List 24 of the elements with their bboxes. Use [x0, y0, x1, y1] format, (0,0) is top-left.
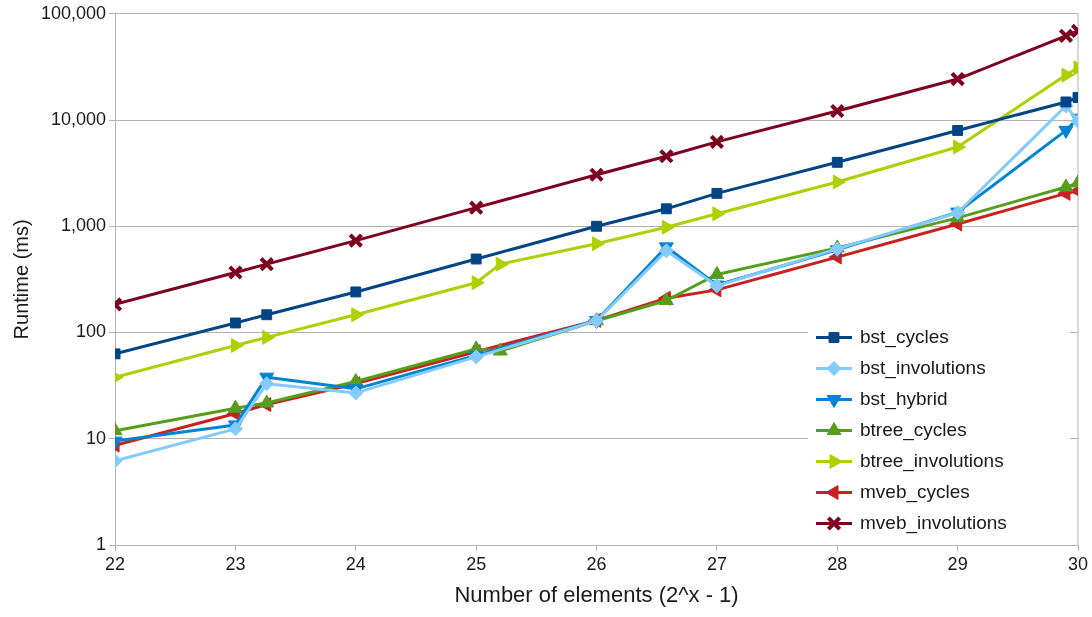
legend-label: mveb_involutions [860, 511, 1007, 534]
x-tick-label: 22 [105, 553, 126, 574]
y-tick-label: 100,000 [40, 2, 107, 23]
x-tick-label: 23 [225, 553, 246, 574]
x-tick-label: 24 [345, 553, 366, 574]
legend-label: bst_hybrid [860, 387, 948, 410]
legend-label: btree_involutions [860, 449, 1004, 472]
legend-label: mveb_cycles [860, 480, 970, 503]
legend-label: bst_cycles [860, 325, 949, 348]
x-tick-label: 26 [586, 553, 607, 574]
x-tick-label: 30 [1067, 553, 1089, 574]
y-tick-label: 1,000 [61, 215, 107, 236]
x-tick-label: 29 [947, 553, 968, 574]
legend-label: bst_involutions [860, 356, 986, 379]
y-tick-label: 100 [76, 321, 107, 342]
y-tick-label: 10 [86, 427, 107, 448]
y-tick-label: 10,000 [51, 109, 107, 130]
legend-label: btree_cycles [860, 418, 967, 441]
x-tick-label: 25 [466, 553, 487, 574]
x-tick-label: 28 [827, 553, 848, 574]
y-axis-title: Runtime (ms) [9, 219, 32, 340]
x-tick-label: 27 [706, 553, 727, 574]
y-tick-label: 1 [96, 533, 107, 554]
x-axis-title: Number of elements (2^x - 1) [454, 581, 739, 607]
